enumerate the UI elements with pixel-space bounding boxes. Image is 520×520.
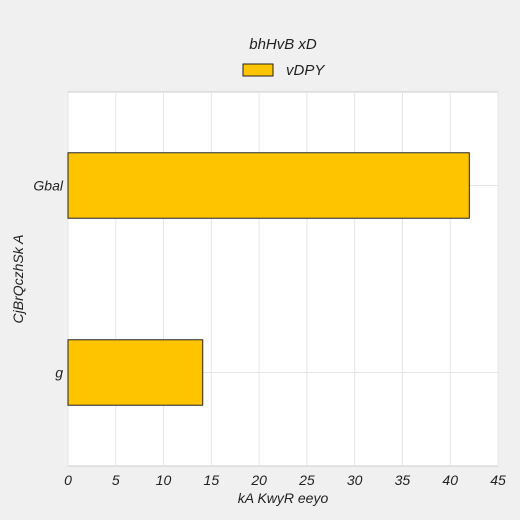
x-tick-label: 0 xyxy=(64,472,72,488)
x-tick-label: 15 xyxy=(204,472,220,488)
x-tick-label: 20 xyxy=(250,472,267,488)
legend-label: vDPY xyxy=(286,62,325,79)
bar xyxy=(67,152,470,219)
y-axis-ticks: Gbal g xyxy=(33,178,63,381)
bar xyxy=(67,339,204,406)
bars xyxy=(67,152,470,406)
x-tick-label: 45 xyxy=(490,472,506,488)
plot-area xyxy=(67,91,499,467)
x-tick-label: 30 xyxy=(347,472,363,488)
y-axis-title: CjBrQczhSk A xyxy=(10,235,26,324)
x-tick-label: 5 xyxy=(112,472,120,488)
y-tick-label: g xyxy=(55,365,63,381)
x-tick-label: 40 xyxy=(442,472,458,488)
x-axis-ticks: 0 5 10 15 20 25 30 35 40 45 xyxy=(64,472,506,488)
legend-swatch xyxy=(242,63,274,77)
y-tick-label: Gbal xyxy=(33,178,63,194)
x-tick-label: 35 xyxy=(395,472,411,488)
x-tick-label: 25 xyxy=(298,472,315,488)
legend: bhHvB xD vDPY xyxy=(242,36,325,79)
legend-title: bhHvB xD xyxy=(249,36,317,53)
x-axis-title: kA KwyR eeyo xyxy=(238,490,329,506)
x-tick-label: 10 xyxy=(156,472,172,488)
